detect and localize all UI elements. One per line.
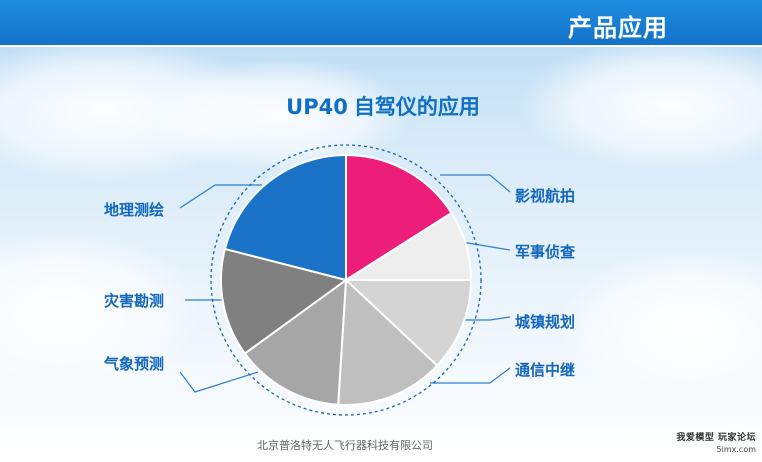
header-bar: 产品应用 (0, 0, 762, 47)
pie-slice (220, 247, 349, 355)
application-label: 军事侦查 (515, 243, 576, 261)
cloud-decoration (150, 60, 410, 170)
application-label: 城镇规划 (515, 313, 576, 331)
chart-title: UP40 自驾仪的应用 (0, 91, 762, 121)
application-label: 灾害勘测 (104, 292, 165, 310)
pie-slice (345, 153, 453, 282)
header-title: 产品应用 (568, 14, 668, 42)
pie-slice (243, 277, 348, 406)
cloud-decoration (520, 40, 762, 170)
application-label: 影视航拍 (515, 187, 576, 205)
application-label: 地理测绘 (104, 201, 165, 219)
label-connector-line (440, 174, 511, 193)
site-watermark: 我爱模型 玩家论坛 5imx.com (676, 432, 756, 456)
application-label: 通信中继 (515, 361, 576, 379)
cloud-decoration (560, 250, 762, 400)
label-connector-line (179, 184, 262, 209)
application-label: 气象预测 (104, 355, 165, 373)
pie-slice (337, 277, 439, 406)
chart-title-model: UP40 (286, 95, 348, 119)
company-footer: 北京普洛特无人飞行器科技有限公司 (257, 440, 433, 452)
watermark-url: 5imx.com (716, 445, 756, 454)
pie-slice (223, 153, 347, 282)
watermark-title: 我爱模型 玩家论坛 (676, 433, 756, 443)
pie-slice (343, 279, 473, 367)
label-connector-line (462, 316, 511, 321)
label-connector-line (461, 241, 511, 251)
label-connector-line (179, 371, 259, 393)
pie-slices (220, 153, 473, 406)
label-connector-line (430, 367, 511, 384)
dashed-outer-ring (210, 144, 482, 416)
chart-title-text: 自驾仪的应用 (353, 95, 480, 119)
